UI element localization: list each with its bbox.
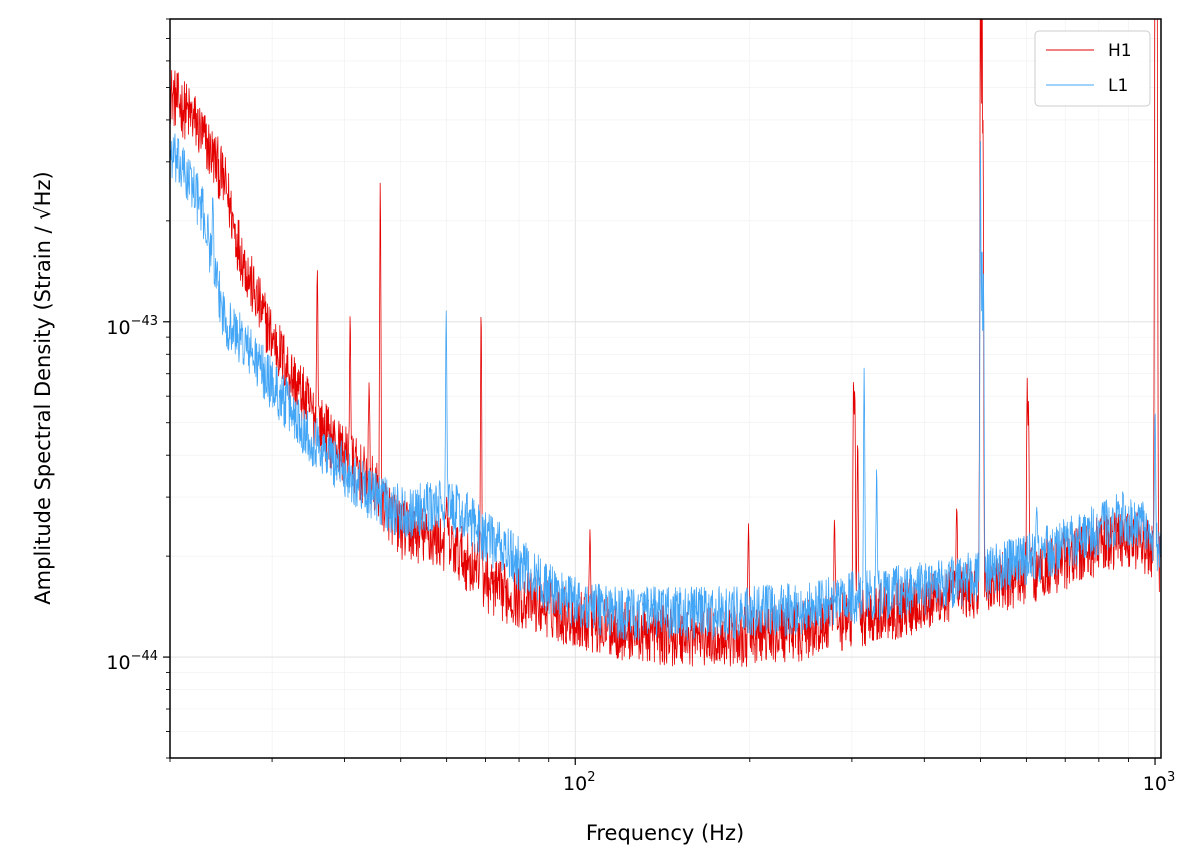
series-line-l1 <box>170 133 1161 641</box>
y-axis-ticks: 10−44 10−43 <box>106 18 170 759</box>
x-axis-ticks: 102 103 <box>169 758 1175 795</box>
plot-frame <box>169 18 1162 759</box>
legend: H1 L1 <box>1034 30 1151 107</box>
y-tick-label: 10−43 <box>106 314 158 339</box>
x-axis-label: Frequency (Hz) <box>586 821 744 845</box>
x-tick-label: 103 <box>1143 770 1175 795</box>
y-axis-label: Amplitude Spectral Density (Strain / √Hz… <box>31 171 55 604</box>
series-group <box>170 19 1161 667</box>
y-tick-label: 10−44 <box>106 649 158 674</box>
legend-label-l1: L1 <box>1108 76 1128 96</box>
series-line-h1 <box>170 19 1161 667</box>
x-tick-label: 102 <box>563 770 595 795</box>
legend-box <box>1034 30 1151 107</box>
plot-area <box>170 19 1161 758</box>
legend-label-h1: H1 <box>1108 41 1132 61</box>
